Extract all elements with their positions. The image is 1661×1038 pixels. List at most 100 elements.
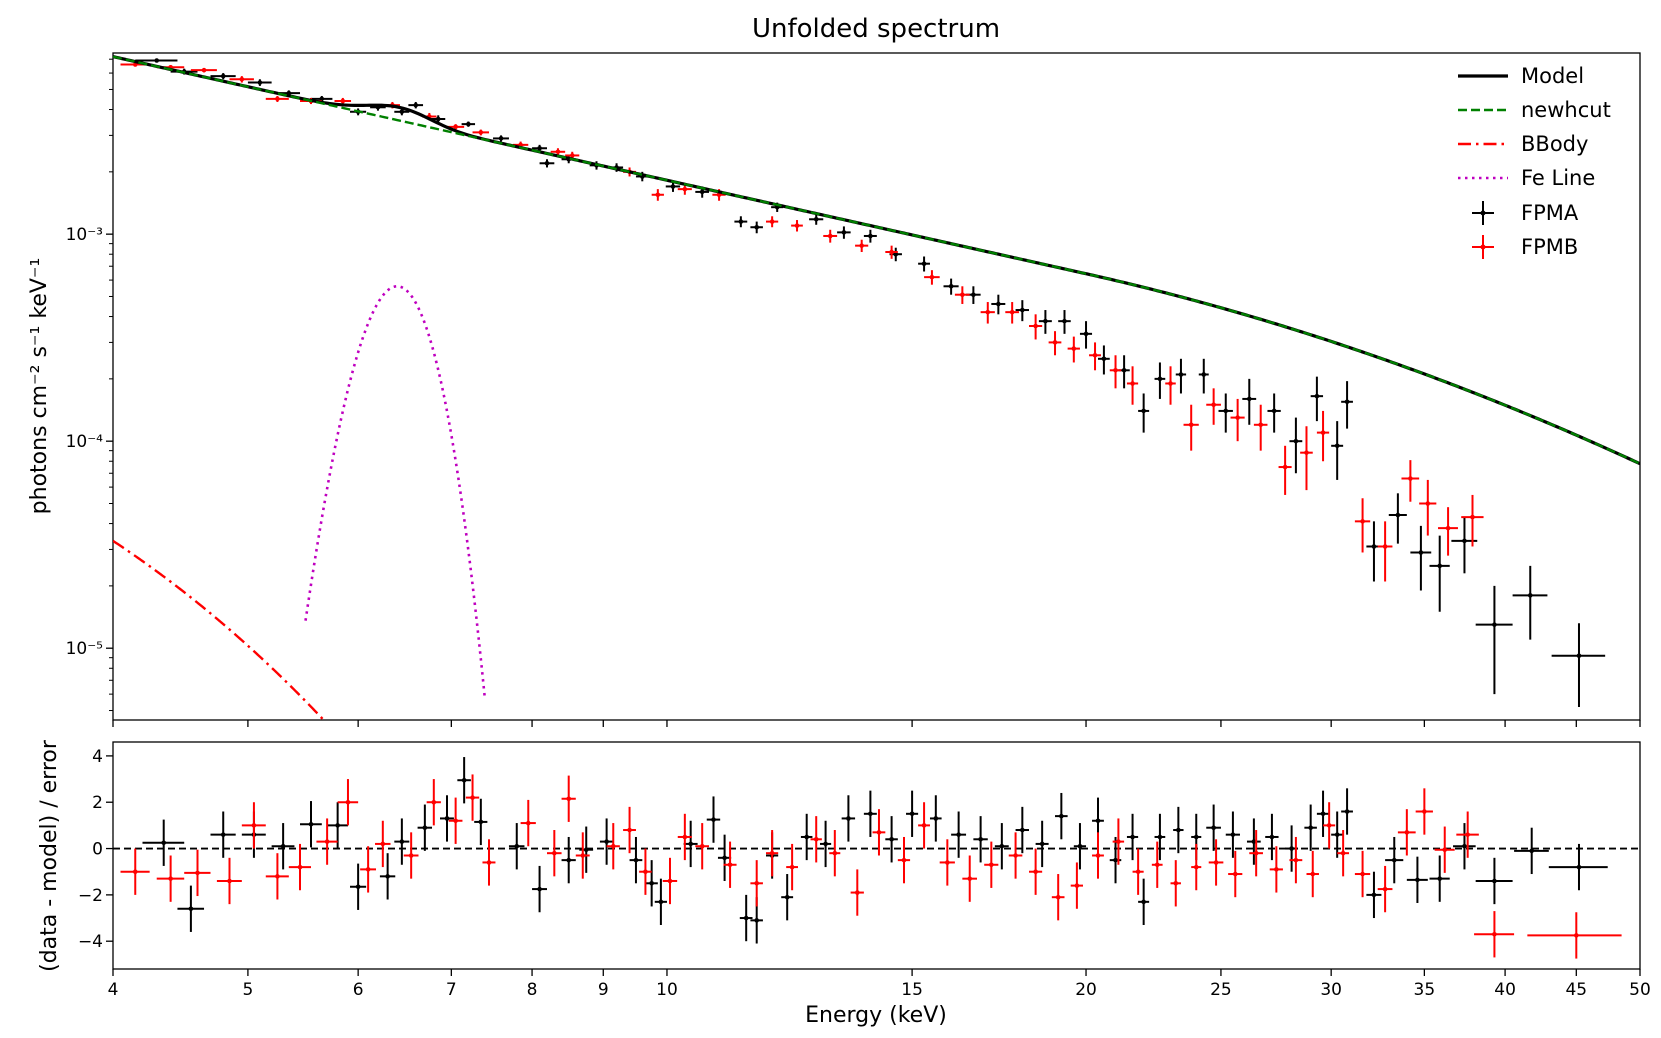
bottom-fpmb-point-10: [375, 820, 391, 868]
bottom-fpmb-point-41: [1051, 874, 1065, 921]
top-fpma-point-54: [1475, 585, 1513, 695]
top-x-ticks: [112, 720, 1641, 727]
fe-line-curve: [304, 284, 487, 700]
x-tick-label-6: 6: [353, 980, 364, 1000]
legend-swatch-fpma: [1472, 201, 1494, 225]
bottom-fpma-point-51: [1225, 811, 1240, 858]
bottom-fpmb-point-46: [1151, 841, 1163, 888]
top-fpmb-point-35: [1206, 388, 1221, 425]
top-fpma-point-11: [461, 121, 476, 127]
bottom-fpma-point-21: [654, 878, 667, 925]
bottom-fpmb-point-44: [1112, 818, 1125, 865]
bottom-fpma-point-33: [885, 816, 898, 863]
bottom-fpmb-errorbars: [120, 774, 1622, 959]
bottom-fpmb-point-58: [1377, 865, 1393, 913]
top-fpma-point-38: [1138, 393, 1150, 433]
legend-entry-bbody: BBody: [1458, 132, 1588, 156]
bottom-fpmb-point-20: [606, 823, 620, 870]
bottom-fpma-point-4: [271, 823, 295, 870]
bottom-fpmb-point-19: [575, 832, 590, 879]
bottom-fpmb-point-60: [1415, 788, 1433, 835]
bottom-fpmb-point-1: [156, 855, 185, 902]
bottom-fpmb-point-37: [962, 855, 978, 902]
bottom-fpma-point-56: [1316, 790, 1330, 837]
top-fpma-point-22: [750, 221, 763, 234]
bottom-fpmb-point-53: [1289, 836, 1303, 884]
top-fpma-point-46: [1310, 376, 1324, 422]
bottom-fpma-point-42: [1073, 823, 1087, 870]
residual-y-tick-label-0: 0: [92, 840, 103, 860]
bottom-fpmb-point-24: [677, 813, 692, 861]
top-fpma-point-42: [1218, 393, 1233, 433]
top-fpmb-point-38: [1278, 445, 1292, 495]
bottom-fpmb-point-33: [872, 809, 886, 856]
bottom-fpma-point-31: [841, 795, 856, 842]
bottom-fpma-point-14: [508, 823, 525, 870]
x-tick-label-50: 50: [1629, 980, 1651, 1000]
top-fpma-point-14: [539, 159, 555, 168]
bottom-fpmb-point-42: [1070, 862, 1084, 909]
bottom-fpma-point-30: [819, 820, 832, 868]
bottom-fpma-point-35: [929, 795, 942, 842]
bottom-fpma-point-15: [532, 865, 547, 913]
x-tick-label-35: 35: [1414, 980, 1436, 1000]
bottom-fpma-point-53: [1265, 813, 1279, 861]
bottom-fpmb-point-26: [723, 841, 737, 888]
top-fpmb-point-26: [1005, 302, 1019, 324]
residual-y-tick-label-2: 2: [92, 793, 103, 813]
bottom-fpma-point-59: [1366, 871, 1382, 919]
bottom-fpma-point-37: [973, 816, 988, 863]
top-fpmb-point-15: [651, 189, 664, 201]
bottom-fpmb-point-54: [1306, 850, 1319, 898]
legend-entry-fpma: FPMA: [1472, 201, 1579, 225]
bottom-fpma-point-29: [800, 813, 813, 861]
x-tick-label-20: 20: [1075, 980, 1097, 1000]
x-tick-label-10: 10: [656, 980, 678, 1000]
top-fpmb-point-46: [1461, 494, 1484, 547]
bottom-fpma-point-28: [781, 874, 794, 921]
bottom-y-ticks: 4 2 0 −2 −4: [78, 747, 113, 952]
legend-swatch-fpmb: [1472, 235, 1494, 259]
bottom-fpma-point-41: [1055, 792, 1068, 840]
top-fpma-point-45: [1289, 417, 1303, 474]
top-fpma-point-43: [1242, 378, 1257, 425]
bottom-fpmb-point-36: [939, 839, 955, 886]
top-fpma-point-21: [734, 216, 748, 228]
bottom-fpma-point-1: [177, 885, 205, 932]
bottom-fpma-point-64: [1475, 857, 1513, 905]
bottom-fpma-point-32: [863, 790, 877, 837]
bottom-fpmb-point-43: [1092, 832, 1104, 879]
legend-label-fe-line: Fe Line: [1521, 166, 1595, 190]
model-curve: [113, 55, 1640, 466]
top-fpma-point-48: [1341, 381, 1353, 429]
bottom-fpmb-point-28: [766, 830, 779, 877]
bottom-fpmb-point-40: [1029, 848, 1043, 895]
top-fpmb-point-6: [334, 97, 352, 105]
top-fpmb-point-42: [1377, 521, 1393, 582]
top-fpmb-point-22: [885, 245, 898, 259]
top-fpma-point-35: [1079, 321, 1093, 349]
x-tick-label-40: 40: [1494, 980, 1516, 1000]
residual-y-tick-label--2: −2: [78, 886, 103, 906]
bottom-fpmb-point-3: [216, 857, 242, 905]
bottom-fpmb-point-2: [184, 849, 211, 897]
bottom-fpma-point-25: [739, 894, 753, 942]
bottom-fpmb-point-9: [360, 846, 377, 893]
bottom-fpmb-point-13: [448, 797, 463, 844]
bottom-fpmb-point-25: [695, 823, 710, 870]
bottom-fpma-point-0: [142, 819, 185, 866]
bottom-fpma-point-10: [417, 804, 433, 851]
top-fpma-point-32: [1015, 300, 1030, 322]
bottom-fpma-point-63: [1453, 823, 1476, 870]
legend-label-fpmb: FPMB: [1521, 235, 1578, 259]
top-fpmb-point-39: [1300, 426, 1313, 491]
top-fpmb-point-43: [1401, 460, 1420, 502]
top-fpma-point-29: [943, 278, 959, 295]
bottom-fpmb-point-5: [265, 853, 289, 900]
top-fpmb-point-21: [855, 239, 869, 253]
top-fpmb-point-28: [1048, 331, 1062, 356]
bottom-fpma-point-11: [439, 795, 454, 842]
x-tick-label-30: 30: [1320, 980, 1342, 1000]
top-fpma-point-41: [1198, 358, 1209, 394]
legend-label-fpma: FPMA: [1521, 201, 1579, 225]
